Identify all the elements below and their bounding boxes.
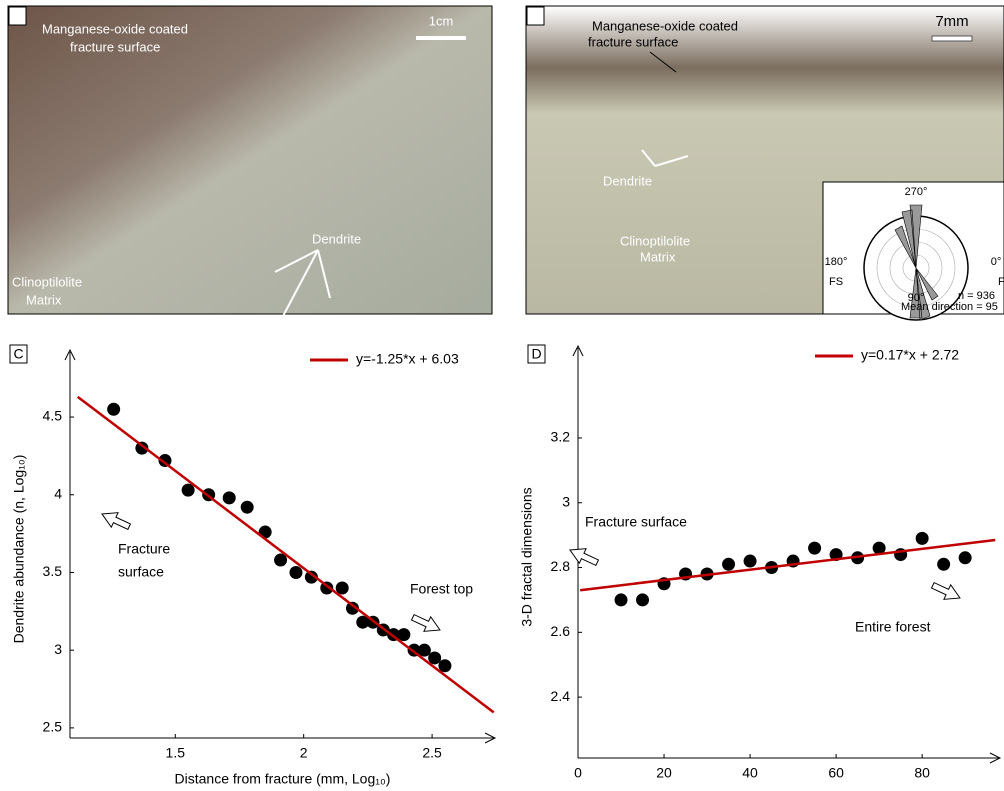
panel-label: C: [13, 346, 23, 362]
data-point: [808, 542, 821, 555]
trend-line: [580, 540, 995, 590]
data-point: [428, 651, 441, 664]
data-point: [722, 558, 735, 571]
photo-label: Dendrite: [603, 173, 652, 188]
panel-b: B Manganese-oxide coated fracture surfac…: [526, 6, 1004, 320]
rose-label: 0°: [991, 256, 1002, 268]
scale-bar: [932, 36, 972, 41]
data-point: [107, 403, 120, 416]
y-tick-label: 3.5: [43, 563, 63, 579]
direction-arrow: [567, 543, 601, 570]
y-axis-title: Dendrite abundance (n, Log₁₀): [11, 455, 27, 644]
panel-label: D: [531, 346, 541, 362]
y-tick-label: 4.5: [43, 408, 63, 424]
rose-label: Mean direction = 95: [901, 301, 998, 313]
panel-label: A: [13, 8, 22, 23]
direction-arrow: [409, 610, 443, 637]
photo-label: fracture surface: [70, 39, 160, 54]
x-tick-label: 20: [656, 765, 672, 781]
scale-label: 7mm: [935, 13, 968, 30]
photo-label: Manganese-oxide coated: [592, 18, 738, 33]
data-point: [223, 491, 236, 504]
photo-label: Matrix: [26, 292, 62, 307]
x-axis-title: Distance from fracture (mm, Log₁₀): [175, 771, 391, 787]
photo-label: Manganese-oxide coated: [42, 21, 188, 36]
y-tick-label: 2.6: [551, 623, 571, 639]
photo-label: Dendrite: [312, 231, 361, 246]
data-point: [937, 558, 950, 571]
annotation: Fracture surface: [585, 514, 687, 530]
x-tick-label: 2.5: [422, 745, 442, 761]
legend-label: y=0.17*x + 2.72: [861, 347, 959, 363]
y-tick-label: 3: [54, 641, 62, 657]
panel-label: B: [531, 8, 540, 23]
photo-label: fracture surface: [588, 34, 678, 49]
annotation: surface: [118, 564, 164, 580]
rose-inset: 270° 180° FS 0° FS 90° n = 936 Mean dire…: [823, 182, 1004, 320]
data-point: [241, 501, 254, 514]
y-tick-label: 2.4: [551, 688, 571, 704]
x-tick-label: 80: [914, 765, 930, 781]
x-tick-label: 1.5: [166, 745, 186, 761]
annotation: Fracture: [118, 541, 170, 557]
data-point: [916, 532, 929, 545]
data-point: [289, 566, 302, 579]
data-point: [418, 644, 431, 657]
x-tick-label: 40: [742, 765, 758, 781]
rose-label: 270°: [905, 186, 928, 198]
rose-label: FS: [829, 276, 843, 288]
annotation: Forest top: [410, 581, 473, 597]
panel-a: A Manganese-oxide coated fracture surfac…: [8, 6, 492, 318]
figure: A Manganese-oxide coated fracture surfac…: [0, 0, 1004, 791]
x-tick-label: 60: [828, 765, 844, 781]
direction-arrow: [929, 578, 963, 605]
data-point: [959, 551, 972, 564]
photo-label: Clinoptilolite: [12, 274, 82, 289]
data-point: [438, 659, 451, 672]
y-tick-label: 4: [54, 485, 62, 501]
rose-label: FS: [998, 276, 1004, 288]
x-tick-label: 2: [300, 745, 308, 761]
data-point: [744, 555, 757, 568]
data-point: [615, 593, 628, 606]
data-point: [636, 593, 649, 606]
photo-label: Matrix: [640, 249, 676, 264]
x-tick-label: 0: [574, 765, 582, 781]
y-tick-label: 3.2: [551, 429, 571, 445]
legend-label: y=-1.25*x + 6.03: [356, 351, 459, 367]
photo-label: Clinoptilolite: [620, 233, 690, 248]
y-tick-label: 3: [562, 493, 570, 509]
scale-label: 1cm: [429, 13, 454, 28]
y-axis-title: 3-D fractal dimensions: [519, 487, 535, 626]
y-tick-label: 2.5: [43, 719, 63, 735]
rose-label: 180°: [825, 256, 848, 268]
annotation: Entire forest: [855, 619, 931, 635]
direction-arrow: [99, 507, 133, 534]
y-tick-label: 2.8: [551, 558, 571, 574]
